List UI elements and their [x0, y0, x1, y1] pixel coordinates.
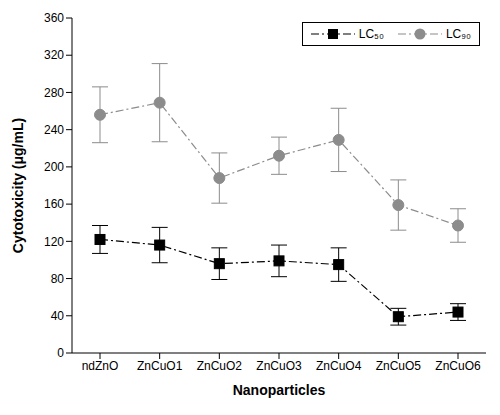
html-text:LC₅₀: LC₅₀	[358, 27, 384, 41]
svg-text:160: 160	[44, 197, 64, 211]
svg-text:ZnCuO5: ZnCuO5	[376, 359, 422, 373]
svg-text:360: 360	[44, 11, 64, 25]
svg-text:ZnCuO6: ZnCuO6	[435, 359, 481, 373]
svg-text:0: 0	[57, 346, 64, 360]
svg-text:ndZnO: ndZnO	[82, 359, 119, 373]
svg-text:Cytotoxicity (μg/mL): Cytotoxicity (μg/mL)	[10, 118, 26, 253]
svg-text:ZnCuO2: ZnCuO2	[197, 359, 243, 373]
svg-text:Nanoparticles: Nanoparticles	[233, 382, 326, 398]
svg-text:ZnCuO3: ZnCuO3	[256, 359, 302, 373]
svg-text:280: 280	[44, 86, 64, 100]
svg-text:200: 200	[44, 160, 64, 174]
svg-text:120: 120	[44, 235, 64, 249]
svg-text:ZnCuO1: ZnCuO1	[137, 359, 183, 373]
html-text:LC₉₀: LC₉₀	[445, 27, 471, 41]
svg-text:ZnCuO4: ZnCuO4	[316, 359, 362, 373]
svg-text:40: 40	[51, 309, 65, 323]
svg-text:320: 320	[44, 48, 64, 62]
svg-text:80: 80	[51, 272, 65, 286]
svg-text:240: 240	[44, 123, 64, 137]
